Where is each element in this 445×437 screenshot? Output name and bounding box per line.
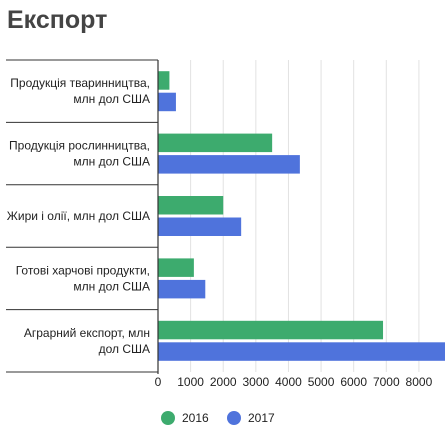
bar-2017-1 xyxy=(158,155,300,174)
x-tick-label: 3000 xyxy=(242,375,269,389)
category-label: Аграрний експорт, млн дол США xyxy=(24,326,150,356)
bar-2016-4 xyxy=(158,320,384,340)
legend-label-2017: 2017 xyxy=(248,411,275,425)
x-tick-label: 7000 xyxy=(373,375,400,389)
bar-2016-0 xyxy=(158,71,170,90)
legend: 2016 2017 xyxy=(161,411,275,425)
x-tick-label: 2000 xyxy=(210,375,237,389)
x-tick-label: 5000 xyxy=(308,375,335,389)
bar-2016-2 xyxy=(158,196,224,215)
x-tick-label: 4000 xyxy=(275,375,302,389)
bar-2016-1 xyxy=(158,133,273,153)
legend-swatch-2016 xyxy=(161,411,175,425)
axis-layer xyxy=(6,59,159,374)
x-tick-labels: 0 1000 2000 3000 4000 5000 6000 7000 8000 xyxy=(155,375,433,389)
legend-label-2016: 2016 xyxy=(182,411,209,425)
legend-swatch-2017 xyxy=(227,411,241,425)
bars-layer xyxy=(158,71,445,361)
x-tick-label: 6000 xyxy=(340,375,367,389)
category-label: Готові харчові продукти, млн дол США xyxy=(16,263,150,293)
bar-2017-0 xyxy=(158,92,176,112)
x-tick-label: 8000 xyxy=(406,375,433,389)
x-tick-label: 0 xyxy=(155,375,162,389)
bar-2017-3 xyxy=(158,279,206,299)
bar-2017-2 xyxy=(158,217,242,236)
x-tick-label: 1000 xyxy=(177,375,204,389)
category-labels: Продукція тваринництва, млн дол США Продук… xyxy=(7,76,150,356)
category-label: Продукція тваринництва, млн дол США xyxy=(10,76,150,106)
category-label: Жири і олії, млн дол США xyxy=(7,209,150,223)
category-label: Продукція рослинництва, млн дол США xyxy=(9,139,150,169)
bar-2017-4 xyxy=(158,342,445,361)
bar-2016-3 xyxy=(158,258,194,277)
chart-title: Експорт xyxy=(7,6,108,34)
grid-layer xyxy=(190,60,420,372)
